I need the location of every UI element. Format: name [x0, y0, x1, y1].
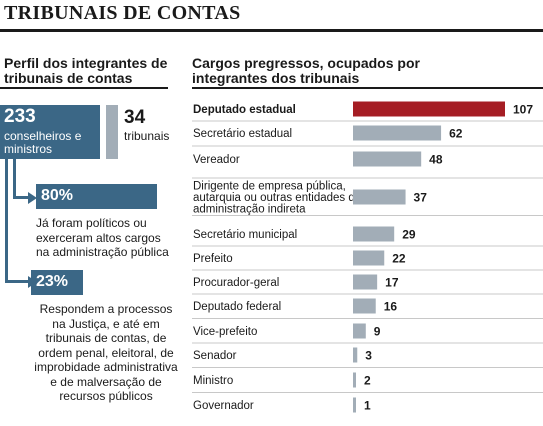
value-label: 1: [364, 399, 371, 413]
value-label: 37: [414, 191, 428, 205]
bar: [353, 274, 378, 290]
stat-description: Respondem a processos na Justiça, e até …: [34, 302, 178, 403]
value-label: 22: [392, 252, 406, 266]
stat-badge: 23%: [31, 270, 83, 295]
bar: [353, 397, 356, 413]
category-label: Secretário municipal: [193, 229, 297, 241]
bar: [353, 125, 442, 141]
value-label: 17: [385, 276, 399, 290]
value-label: 29: [402, 228, 416, 242]
value-label: 62: [449, 127, 463, 141]
category-label: Secretário estadual: [193, 128, 292, 140]
title-rule: [0, 29, 543, 32]
bar: [353, 250, 385, 266]
chart-title: Cargos pregressos, ocupados por integran…: [192, 55, 420, 86]
courts-value: 34: [124, 107, 146, 128]
bar: [353, 298, 376, 314]
members-value: 233: [4, 106, 36, 127]
stat-value: 23%: [36, 273, 69, 290]
courts-label: tribunais: [124, 129, 170, 143]
members-box: 233 conselheiros e ministros: [0, 105, 100, 159]
chart-heading-rule: [192, 87, 543, 89]
value-label: 2: [364, 374, 371, 388]
members-label: conselheiros e ministros: [4, 129, 82, 156]
bar: [353, 189, 406, 205]
connector-line: [13, 159, 16, 199]
bar: [353, 347, 358, 363]
bar: [353, 323, 366, 339]
stat-badge: 80%: [36, 184, 157, 209]
value-label: 3: [365, 349, 372, 363]
connector-line: [13, 196, 30, 199]
category-label: Deputado estadual: [193, 104, 296, 116]
stat-value: 80%: [41, 187, 74, 204]
connector-line: [5, 159, 8, 283]
stat-description: Já foram políticos ou exerceram altos ca…: [36, 216, 169, 259]
value-label: 16: [384, 300, 398, 314]
bar: [353, 226, 395, 242]
profile-heading-rule: [0, 87, 168, 89]
bar: [353, 101, 505, 117]
category-label: Dirigente de empresa pública, autarquia o…: [193, 181, 362, 216]
value-label: 9: [374, 325, 381, 339]
category-label: Procurador-geral: [193, 277, 279, 289]
category-label: Governador: [193, 400, 254, 412]
category-label: Prefeito: [193, 253, 233, 265]
category-label: Vice-prefeito: [193, 326, 257, 338]
category-label: Vereador: [193, 154, 240, 166]
category-label: Deputado federal: [193, 301, 281, 313]
arrow-right-icon: [28, 191, 37, 204]
category-label: Ministro: [193, 375, 233, 387]
value-label: 107: [513, 103, 533, 117]
page-title: TRIBUNAIS DE CONTAS: [4, 2, 241, 24]
courts-bar: [106, 105, 118, 159]
connector-line: [5, 280, 30, 283]
category-label: Senador: [193, 350, 237, 362]
bar: [353, 372, 356, 388]
value-label: 48: [429, 153, 443, 167]
bar: [353, 151, 422, 167]
profile-heading: Perfil dos integrantes de tribunais de c…: [4, 55, 168, 86]
